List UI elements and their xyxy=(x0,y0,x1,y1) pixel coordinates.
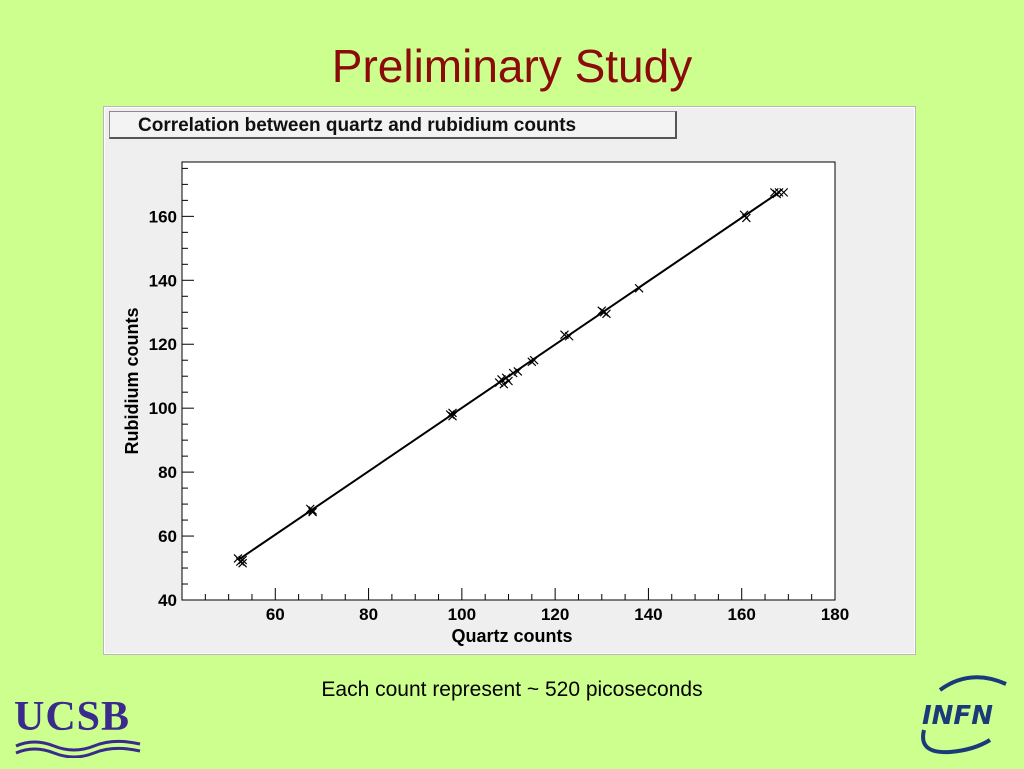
y-tick-label: 40 xyxy=(158,591,177,610)
y-tick-label: 100 xyxy=(149,399,177,418)
y-tick-label: 60 xyxy=(158,527,177,546)
chart-title: Correlation between quartz and rubidium … xyxy=(109,111,677,139)
infn-logo: INFN xyxy=(910,668,1014,769)
data-point xyxy=(564,331,574,341)
data-point xyxy=(308,506,318,515)
slide-caption: Each count represent ~ 520 picoseconds xyxy=(321,678,703,701)
data-point xyxy=(238,555,248,565)
x-tick-label: 120 xyxy=(541,605,569,624)
infn-logo-text: INFN xyxy=(922,701,993,731)
y-tick-label: 160 xyxy=(149,207,177,226)
x-tick-label: 180 xyxy=(821,605,849,624)
ucsb-logo: UCSB xyxy=(14,696,144,763)
x-tick-label: 100 xyxy=(448,605,476,624)
plot-canvas: 60 80 100 120 140 160 180 40 60 80 100 120 140 160 Qua… xyxy=(103,106,916,655)
data-point xyxy=(308,507,318,517)
x-tick-label: 80 xyxy=(359,605,378,624)
ucsb-logo-text: UCSB xyxy=(14,694,131,740)
data-point xyxy=(499,379,509,389)
x-axis-label: Quartz counts xyxy=(451,626,572,646)
data-point xyxy=(779,187,789,197)
slide-title: Preliminary Study xyxy=(331,40,693,92)
data-point xyxy=(529,355,539,365)
x-tick-label: 140 xyxy=(634,605,662,624)
y-tick-label: 120 xyxy=(149,335,177,354)
data-point xyxy=(508,368,518,378)
data-point xyxy=(634,283,644,293)
data-point xyxy=(513,366,523,376)
x-tick-label: 160 xyxy=(728,605,756,624)
infn-emblem: INFN xyxy=(921,675,1007,755)
data-point xyxy=(497,374,506,384)
data-point xyxy=(448,408,457,418)
x-tick-label: 60 xyxy=(266,605,285,624)
data-point xyxy=(741,213,751,223)
y-axis-label: Rubidium counts xyxy=(122,308,142,455)
data-point xyxy=(504,376,513,386)
scatter-chart: 60 80 100 120 140 160 180 40 60 80 100 120 140 160 Qua… xyxy=(122,161,849,646)
data-point xyxy=(560,330,569,340)
y-tick-label: 140 xyxy=(149,271,177,290)
ucsb-wave-icon xyxy=(15,739,141,759)
y-tick-label: 80 xyxy=(158,463,177,482)
data-point xyxy=(602,309,611,319)
data-point xyxy=(448,411,457,421)
data-point xyxy=(238,558,248,568)
